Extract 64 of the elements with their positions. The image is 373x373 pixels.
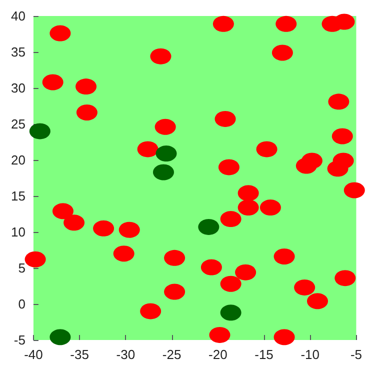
point: [218, 159, 240, 176]
point: [50, 25, 71, 42]
point: [328, 94, 350, 110]
point: [274, 248, 295, 264]
point: [24, 251, 46, 268]
point: [137, 141, 158, 158]
x-tick-label: -30: [116, 347, 136, 362]
y-tick-label: 35: [10, 44, 26, 60]
point: [164, 284, 186, 300]
point: [272, 44, 293, 61]
point: [156, 146, 177, 162]
x-tick-label: -40: [24, 347, 43, 362]
y-tick-label: 5: [18, 260, 26, 276]
point: [344, 182, 365, 198]
point: [214, 110, 236, 127]
x-tick-label: -20: [208, 347, 228, 362]
point: [220, 211, 242, 228]
point: [220, 276, 242, 292]
y-tick-label: 0: [18, 296, 26, 312]
point: [76, 78, 97, 95]
point: [153, 164, 174, 180]
point: [260, 200, 281, 216]
point: [50, 329, 71, 346]
point: [164, 250, 186, 266]
point: [296, 158, 317, 174]
point: [274, 329, 295, 346]
y-tick-label: 10: [10, 224, 26, 240]
point: [294, 279, 316, 296]
x-tick-label: -5: [350, 347, 362, 362]
point: [238, 185, 259, 202]
point: [113, 246, 134, 262]
point: [76, 104, 98, 120]
point: [212, 16, 234, 32]
point: [42, 74, 64, 90]
point: [307, 293, 328, 310]
x-tick-label: -25: [162, 347, 182, 362]
point: [276, 16, 297, 32]
point: [334, 270, 356, 286]
y-tick-label: 40: [10, 8, 26, 24]
y-tick-label: 30: [10, 80, 26, 96]
point: [52, 203, 74, 220]
x-tick-label: -15: [254, 347, 274, 362]
y-tick-label: -5: [14, 332, 26, 348]
point: [29, 123, 50, 140]
y-tick-label: 15: [10, 188, 26, 204]
y-tick-label: 25: [10, 116, 26, 132]
point: [93, 220, 114, 236]
point: [256, 141, 278, 158]
point: [209, 326, 230, 343]
point: [118, 222, 140, 238]
x-tick-label: -35: [70, 347, 89, 362]
point: [64, 214, 85, 231]
point: [198, 218, 220, 235]
point: [150, 48, 172, 64]
point: [235, 264, 256, 280]
point: [154, 118, 176, 135]
point: [238, 200, 259, 216]
point: [220, 304, 242, 321]
point: [140, 303, 162, 320]
point: [200, 259, 222, 276]
y-tick-label: 20: [10, 152, 26, 168]
x-tick-label: -10: [300, 347, 320, 362]
point: [332, 128, 353, 144]
point: [327, 160, 348, 177]
